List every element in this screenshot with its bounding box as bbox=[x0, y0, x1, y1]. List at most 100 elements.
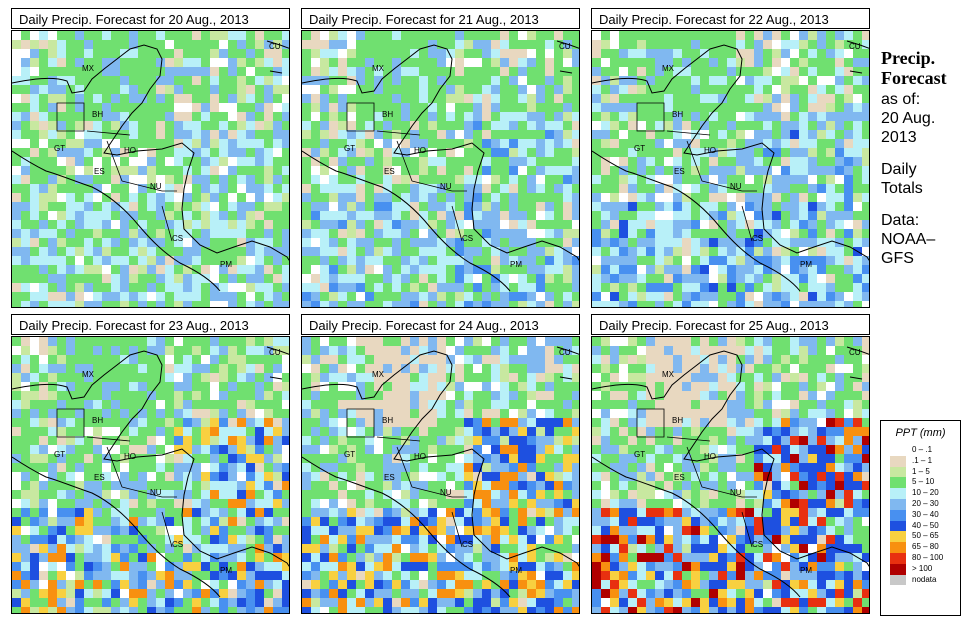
precip-cell bbox=[563, 58, 572, 67]
precip-cell bbox=[808, 40, 817, 49]
precip-cell bbox=[817, 283, 826, 292]
precip-cell bbox=[527, 373, 536, 382]
precip-cell bbox=[30, 436, 39, 445]
precip-cell bbox=[338, 94, 347, 103]
precip-cell bbox=[419, 175, 428, 184]
precip-cell bbox=[201, 418, 210, 427]
precip-cell bbox=[347, 598, 356, 607]
precip-cell bbox=[347, 337, 356, 346]
precip-cell bbox=[518, 517, 527, 526]
precip-cell bbox=[464, 292, 473, 301]
precip-cell bbox=[473, 166, 482, 175]
precip-cell bbox=[192, 121, 201, 130]
precip-cell bbox=[93, 58, 102, 67]
precip-cell bbox=[93, 148, 102, 157]
precip-cell bbox=[282, 229, 289, 238]
precip-cell bbox=[66, 499, 75, 508]
precip-cell bbox=[365, 346, 374, 355]
precip-cell bbox=[30, 364, 39, 373]
precip-cell bbox=[138, 193, 147, 202]
precip-cell bbox=[228, 544, 237, 553]
precip-cell bbox=[808, 238, 817, 247]
precip-cell bbox=[518, 112, 527, 121]
precip-cell bbox=[210, 256, 219, 265]
precip-cell bbox=[302, 211, 311, 220]
precip-cell bbox=[610, 31, 619, 40]
precip-cell bbox=[210, 40, 219, 49]
precip-cell bbox=[246, 571, 255, 580]
precip-cell bbox=[264, 301, 273, 307]
precip-cell bbox=[572, 85, 579, 94]
precip-cell bbox=[347, 211, 356, 220]
precip-map: MX BH GT HO ES NU CS PM CU bbox=[591, 30, 870, 308]
precip-cell bbox=[592, 184, 601, 193]
precip-cell bbox=[727, 301, 736, 307]
precip-cell bbox=[320, 76, 329, 85]
precip-cell bbox=[536, 355, 545, 364]
precip-cell bbox=[545, 355, 554, 364]
precip-cell bbox=[210, 67, 219, 76]
precip-cell bbox=[84, 121, 93, 130]
precip-cell bbox=[356, 589, 365, 598]
precip-cell bbox=[30, 337, 39, 346]
precip-cell bbox=[129, 229, 138, 238]
precip-cell bbox=[329, 175, 338, 184]
precip-cell bbox=[75, 472, 84, 481]
precip-cell bbox=[102, 373, 111, 382]
precip-cell bbox=[30, 157, 39, 166]
precip-cell bbox=[347, 571, 356, 580]
precip-cell bbox=[772, 157, 781, 166]
precip-cell bbox=[646, 112, 655, 121]
precip-cell bbox=[320, 508, 329, 517]
precip-cell bbox=[682, 184, 691, 193]
precip-cell bbox=[165, 184, 174, 193]
precip-cell bbox=[473, 445, 482, 454]
precip-cell bbox=[201, 256, 210, 265]
precip-cell bbox=[491, 193, 500, 202]
precip-cell bbox=[428, 31, 437, 40]
precip-cell bbox=[610, 337, 619, 346]
precip-cell bbox=[455, 598, 464, 607]
precip-cell bbox=[21, 481, 30, 490]
precip-cell bbox=[437, 283, 446, 292]
precip-cell bbox=[500, 238, 509, 247]
precip-cell bbox=[691, 346, 700, 355]
precip-cell bbox=[183, 490, 192, 499]
precip-cell bbox=[246, 490, 255, 499]
precip-cell bbox=[356, 454, 365, 463]
precip-cell bbox=[30, 130, 39, 139]
precip-cell bbox=[482, 571, 491, 580]
precip-cell bbox=[545, 499, 554, 508]
precip-cell bbox=[410, 220, 419, 229]
precip-cell bbox=[57, 598, 66, 607]
precip-cell bbox=[736, 220, 745, 229]
precip-cell bbox=[736, 229, 745, 238]
precip-cell bbox=[338, 391, 347, 400]
precip-cell bbox=[572, 454, 579, 463]
precip-cell bbox=[446, 580, 455, 589]
precip-cell bbox=[228, 67, 237, 76]
precip-cell bbox=[273, 382, 282, 391]
precip-cell bbox=[455, 409, 464, 418]
precip-cell bbox=[862, 157, 869, 166]
precip-cell bbox=[709, 238, 718, 247]
precip-cell bbox=[237, 274, 246, 283]
precip-cell bbox=[174, 220, 183, 229]
precip-cell bbox=[826, 238, 835, 247]
precip-cell bbox=[727, 292, 736, 301]
precip-cell bbox=[655, 139, 664, 148]
precip-cell bbox=[428, 238, 437, 247]
precip-cell bbox=[763, 139, 772, 148]
precip-cell bbox=[464, 139, 473, 148]
precip-cell bbox=[718, 31, 727, 40]
precip-cell bbox=[302, 139, 311, 148]
precip-cell bbox=[138, 517, 147, 526]
precip-cell bbox=[255, 445, 264, 454]
precip-cell bbox=[120, 85, 129, 94]
precip-cell bbox=[754, 130, 763, 139]
precip-cell bbox=[39, 355, 48, 364]
country-label: MX bbox=[82, 64, 95, 73]
precip-cell bbox=[21, 265, 30, 274]
precip-cell bbox=[255, 589, 264, 598]
